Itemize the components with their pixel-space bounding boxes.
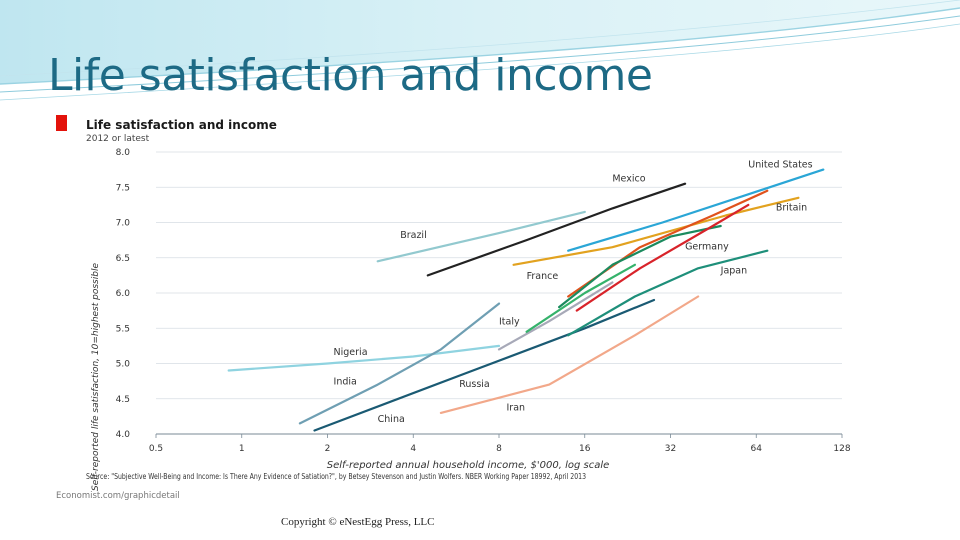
series-line-mexico	[426, 182, 687, 277]
title-banner	[0, 0, 960, 101]
series-label-india: India	[334, 377, 357, 388]
chart-subtitle: 2012 or latest	[86, 134, 150, 144]
series-labels: United States Mexico Britain Brazil Germany F…	[334, 160, 813, 426]
y-tick-label: 8.0	[116, 148, 131, 158]
series-line-brazil	[376, 210, 586, 263]
series-line-nigeria	[227, 344, 501, 372]
series-line-iran	[439, 295, 700, 414]
series-label-italy: Italy	[499, 317, 520, 328]
y-tick-label: 6.0	[116, 289, 131, 299]
x-tick-label: 4	[410, 444, 416, 454]
chart-title: Life satisfaction and income	[86, 118, 277, 132]
x-tick-label: 64	[751, 444, 763, 454]
series-line-germany	[558, 224, 722, 309]
y-tick-label: 6.5	[116, 254, 130, 264]
chart: Life satisfaction and income 2012 or lat…	[56, 115, 851, 501]
y-axis-label: Self-reported life satisfaction, 10=high…	[91, 263, 101, 491]
grid	[155, 151, 843, 438]
slide-title: Life satisfaction and income	[48, 50, 653, 101]
series	[227, 168, 825, 432]
y-tick-label: 5.0	[116, 360, 131, 370]
series-line-china	[313, 298, 656, 432]
y-tick-labels: 4.0 4.5 5.0 5.5 6.0 6.5 7.0 7.5 8.0	[116, 148, 131, 440]
series-label-china: China	[378, 414, 405, 425]
chart-source: Source: "Subjective Well-Being and Incom…	[86, 472, 586, 481]
x-tick-label: 1	[239, 444, 245, 454]
series-label-nigeria: Nigeria	[334, 347, 368, 358]
y-tick-label: 5.5	[116, 324, 130, 334]
series-line-spain-red	[575, 203, 750, 312]
y-tick-label: 4.5	[116, 395, 130, 405]
x-tick-label: 2	[325, 444, 331, 454]
chart-panel: Life satisfaction and income 2012 or lat…	[56, 112, 862, 502]
copyright-footer: Copyright © eNestEgg Press, LLC	[281, 516, 435, 528]
series-label-france: France	[527, 271, 559, 282]
series-label-germany: Germany	[685, 241, 729, 252]
series-label-iran: Iran	[506, 403, 525, 414]
series-line-russia	[497, 281, 614, 351]
series-label-russia: Russia	[459, 379, 490, 390]
series-line-india	[298, 302, 501, 425]
series-label-japan: Japan	[720, 265, 748, 276]
series-label-britain: Britain	[776, 203, 807, 214]
x-tick-labels: 0.5 1 2 4 8 16 32 64 128	[149, 444, 851, 454]
y-tick-label: 7.0	[116, 219, 131, 229]
series-line-france	[512, 196, 800, 266]
series-label-united-states: United States	[748, 160, 812, 171]
x-tick-label: 128	[833, 444, 850, 454]
series-line-japan	[567, 249, 769, 337]
x-tick-label: 16	[579, 444, 591, 454]
series-label-mexico: Mexico	[612, 174, 645, 185]
series-line-united-states	[567, 168, 825, 252]
x-tick-label: 8	[496, 444, 502, 454]
chart-red-marker	[56, 115, 67, 131]
series-label-brazil: Brazil	[400, 230, 427, 241]
chart-credit: Economist.com/graphicdetail	[56, 491, 180, 501]
x-axis-label: Self-reported annual household income, $…	[327, 460, 610, 471]
x-tick-label: 0.5	[149, 444, 163, 454]
y-tick-label: 4.0	[116, 430, 131, 440]
series-line-italy	[525, 263, 637, 333]
y-tick-label: 7.5	[116, 183, 130, 193]
x-tick-label: 32	[665, 444, 676, 454]
